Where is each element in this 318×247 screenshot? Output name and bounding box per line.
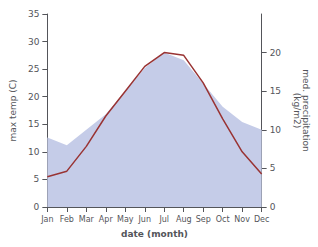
svg-text:15: 15 — [28, 119, 39, 129]
svg-text:Jan: Jan — [40, 215, 53, 224]
svg-text:Dec: Dec — [254, 215, 269, 224]
svg-text:10: 10 — [270, 125, 282, 135]
svg-text:Apr: Apr — [99, 215, 114, 224]
svg-text:May: May — [117, 215, 134, 224]
svg-text:Oct: Oct — [216, 215, 230, 224]
svg-text:5: 5 — [270, 163, 276, 173]
svg-text:15: 15 — [270, 86, 281, 96]
svg-text:10: 10 — [28, 147, 40, 157]
svg-text:0: 0 — [34, 202, 40, 212]
svg-text:max temp (C): max temp (C) — [8, 79, 18, 141]
svg-text:Jul: Jul — [158, 215, 169, 224]
svg-text:Feb: Feb — [60, 215, 74, 224]
svg-text:25: 25 — [28, 64, 39, 74]
svg-text:Nov: Nov — [234, 215, 250, 224]
svg-text:Aug: Aug — [176, 215, 192, 224]
svg-text:0: 0 — [270, 202, 276, 212]
svg-text:(kg/m2): (kg/m2) — [292, 93, 302, 128]
svg-text:20: 20 — [270, 48, 282, 58]
svg-text:35: 35 — [28, 9, 39, 19]
svg-text:med. precipitation: med. precipitation — [300, 69, 311, 152]
svg-text:Sep: Sep — [196, 215, 211, 224]
svg-text:Mar: Mar — [79, 215, 95, 224]
svg-text:30: 30 — [28, 37, 40, 47]
svg-text:5: 5 — [34, 174, 40, 184]
svg-text:20: 20 — [28, 92, 40, 102]
svg-text:Jun: Jun — [138, 215, 152, 224]
svg-text:date (month): date (month) — [121, 229, 188, 239]
